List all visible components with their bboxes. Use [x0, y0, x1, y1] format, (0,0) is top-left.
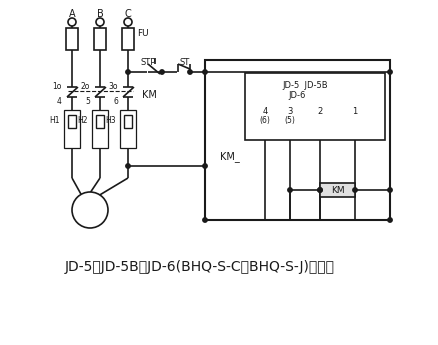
Text: C: C — [124, 9, 131, 19]
Circle shape — [202, 70, 207, 74]
Text: 3: 3 — [286, 107, 292, 116]
Text: (5): (5) — [284, 116, 295, 125]
Circle shape — [317, 188, 321, 192]
Text: A: A — [68, 9, 75, 19]
Text: (6): (6) — [259, 116, 270, 125]
Text: KM: KM — [141, 90, 156, 100]
Text: 3o: 3o — [108, 81, 118, 90]
Circle shape — [387, 218, 391, 222]
Bar — [122, 28, 134, 50]
Text: ST: ST — [180, 58, 190, 67]
Circle shape — [72, 192, 108, 228]
Text: M: M — [83, 203, 96, 217]
Bar — [124, 115, 132, 128]
Text: H1: H1 — [49, 116, 60, 125]
Text: 6: 6 — [113, 97, 118, 106]
Bar — [64, 110, 80, 148]
Text: H2: H2 — [78, 116, 88, 125]
Text: JD-5、JD-5B、JD-6(BHQ-S-C、BHQ-S-J)接线图: JD-5、JD-5B、JD-6(BHQ-S-C、BHQ-S-J)接线图 — [65, 260, 334, 274]
Circle shape — [202, 164, 207, 168]
Text: JD-6: JD-6 — [288, 90, 305, 99]
Bar — [244, 73, 384, 140]
Text: KM_: KM_ — [219, 151, 239, 162]
Text: 4: 4 — [57, 97, 62, 106]
Text: FU: FU — [137, 29, 148, 38]
Bar — [205, 60, 389, 220]
Text: 1o: 1o — [53, 81, 62, 90]
Circle shape — [159, 70, 164, 74]
Text: 4: 4 — [262, 107, 267, 116]
Circle shape — [352, 188, 357, 192]
Text: B: B — [96, 9, 103, 19]
Text: JD-5  JD-5B: JD-5 JD-5B — [282, 80, 327, 89]
Bar — [319, 183, 354, 197]
Bar — [68, 115, 76, 128]
Text: STP: STP — [140, 58, 155, 67]
Circle shape — [187, 70, 192, 74]
Text: H3: H3 — [105, 116, 116, 125]
Circle shape — [96, 18, 104, 26]
Circle shape — [124, 18, 132, 26]
Circle shape — [387, 70, 391, 74]
Circle shape — [202, 218, 207, 222]
Text: 1: 1 — [352, 107, 357, 116]
Bar — [96, 115, 104, 128]
Circle shape — [126, 70, 130, 74]
Bar — [92, 110, 108, 148]
Circle shape — [68, 18, 76, 26]
Text: KM: KM — [330, 186, 343, 195]
Circle shape — [126, 164, 130, 168]
Bar — [120, 110, 136, 148]
Circle shape — [387, 188, 391, 192]
Text: 5: 5 — [85, 97, 90, 106]
Text: 2: 2 — [317, 107, 322, 116]
Bar — [94, 28, 106, 50]
Bar — [66, 28, 78, 50]
Circle shape — [317, 188, 321, 192]
Circle shape — [287, 188, 292, 192]
Text: 2o: 2o — [81, 81, 90, 90]
